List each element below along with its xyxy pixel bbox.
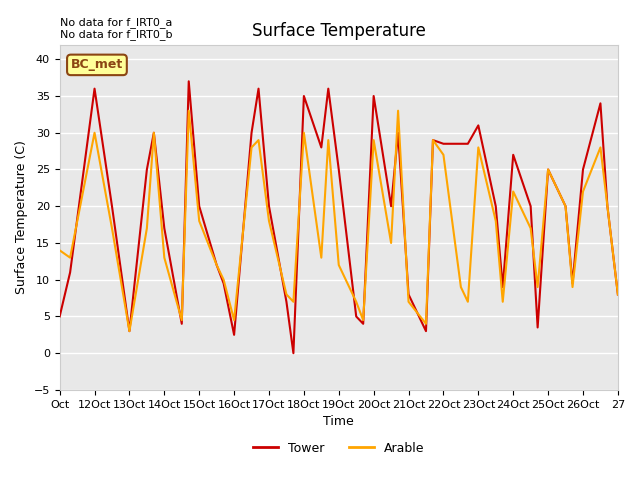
- X-axis label: Time: Time: [323, 415, 354, 428]
- Title: Surface Temperature: Surface Temperature: [252, 22, 426, 40]
- Text: BC_met: BC_met: [71, 59, 123, 72]
- Legend: Tower, Arable: Tower, Arable: [248, 437, 429, 460]
- Text: No data for f_IRT0_a
No data for f_IRT0_b: No data for f_IRT0_a No data for f_IRT0_…: [60, 17, 172, 40]
- Y-axis label: Surface Temperature (C): Surface Temperature (C): [15, 140, 28, 294]
